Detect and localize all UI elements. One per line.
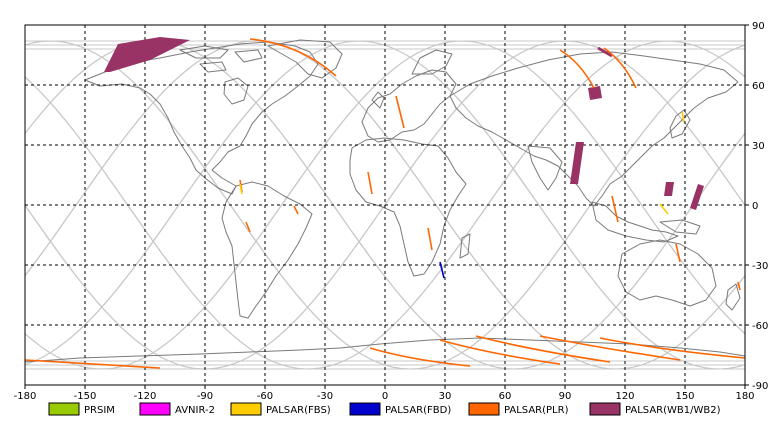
x-tick-label: -150 (74, 391, 97, 402)
legend-swatch (230, 402, 262, 416)
swath-plr-australia (675, 243, 681, 263)
swath-plr-antarctic-5 (539, 335, 681, 361)
swath-plr-antarctic-1 (24, 359, 161, 369)
swath-wb-south-asia (570, 142, 584, 184)
legend-label: PALSAR(PLR) (504, 405, 569, 416)
x-tick-label: 60 (499, 391, 512, 402)
y-tick-label: 30 (752, 141, 765, 152)
legend-swatch (349, 402, 381, 416)
legend-label: AVNIR-2 (175, 405, 215, 416)
legend-label: PALSAR(FBS) (266, 405, 331, 416)
graticule (25, 25, 745, 385)
swath-plr-siberia-b (603, 47, 637, 89)
swath-fbs-indonesia (659, 203, 669, 215)
legend-item: PALSAR(WB1/WB2) (589, 402, 721, 416)
coast-new-zealand (725, 283, 741, 311)
swath-plr-siberia-a (559, 49, 595, 89)
x-tick-label: -60 (257, 391, 273, 402)
swath-plr-antarctic-2 (369, 347, 471, 367)
swath-plr-europe (395, 95, 405, 129)
legend-item: PRSIM (48, 402, 115, 416)
legend: PRSIM AVNIR-2 PALSAR(FBS) PALSAR(FBD) PALSAR… (48, 402, 721, 416)
swath-fbs-asia (681, 111, 685, 123)
coast-madagascar (459, 233, 471, 259)
x-tick-label: 90 (559, 391, 572, 402)
swath-plr-andes (245, 221, 251, 233)
swath-plr-east-africa (427, 227, 433, 251)
legend-item: AVNIR-2 (139, 402, 215, 416)
swath-plr-greenland (249, 38, 337, 77)
x-tick-label: 120 (615, 391, 634, 402)
coast-asia (449, 51, 739, 207)
coast-australia (617, 239, 717, 307)
legend-swatch (48, 402, 80, 416)
swath-plr-west-africa (367, 171, 373, 195)
y-tick-label: 0 (752, 201, 758, 212)
legend-swatch (139, 402, 171, 416)
coast-scandinavia (411, 49, 453, 75)
x-tick-label: 30 (439, 391, 452, 402)
coastlines (24, 39, 746, 363)
x-tick-label: 150 (675, 391, 694, 402)
swath-plr-nz (737, 281, 741, 291)
legend-swatch (468, 402, 500, 416)
coast-africa (349, 137, 467, 277)
swath-wb-alaska (104, 37, 190, 72)
swath-wb-siberia (588, 86, 602, 100)
coast-japan (669, 109, 691, 139)
x-tick-label: 0 (382, 391, 388, 402)
legend-item: PALSAR(PLR) (468, 402, 569, 416)
x-tick-label: -90 (197, 391, 213, 402)
legend-label: PALSAR(WB1/WB2) (625, 405, 721, 416)
legend-item: PALSAR(FBD) (349, 402, 451, 416)
swath-wb-pacific-a (664, 182, 674, 196)
y-axis-labels: 90 60 30 0 -30 -60 -90 (752, 21, 768, 392)
swath-plr-antarctic-6 (599, 337, 746, 359)
swath-plr-antarctic-4 (475, 335, 611, 363)
y-tick-label: 90 (752, 21, 765, 32)
swath-plr-asia (611, 195, 619, 223)
x-tick-label: -120 (134, 391, 157, 402)
swath-plr-brazil (293, 205, 299, 215)
coast-hudson-bay (223, 77, 249, 105)
swath-wb-pacific-b (690, 184, 704, 210)
x-tick-label: -30 (317, 391, 333, 402)
legend-item: PALSAR(FBS) (230, 402, 331, 416)
observation-swaths (24, 37, 746, 369)
coast-greenland (267, 39, 343, 79)
swath-fbs-america (239, 183, 243, 195)
y-tick-label: 60 (752, 81, 765, 92)
coast-southeast-asia (591, 201, 679, 243)
coast-india (527, 145, 563, 191)
y-tick-label: -90 (752, 381, 768, 392)
legend-label: PRSIM (84, 405, 115, 416)
swath-plr-antarctic-3 (439, 339, 561, 365)
coast-north-america (84, 41, 319, 195)
x-tick-label: -180 (14, 391, 37, 402)
y-tick-label: -30 (752, 261, 768, 272)
x-axis-labels: -180 -150 -120 -90 -60 -30 0 30 60 90 120 150 180 (14, 391, 755, 402)
legend-label: PALSAR(FBD) (385, 405, 451, 416)
axis-tick-marks (24, 24, 749, 389)
coast-antarctica (24, 337, 746, 363)
swath-fbd-south-africa (439, 261, 445, 279)
swath-wb-arctic (597, 46, 613, 58)
coast-british-isles (371, 91, 385, 109)
y-tick-label: -60 (752, 321, 768, 332)
legend-swatch (589, 402, 621, 416)
coast-new-guinea (659, 219, 701, 235)
coast-south-america (221, 181, 313, 319)
coast-europe (361, 69, 457, 143)
x-tick-label: 180 (735, 391, 754, 402)
